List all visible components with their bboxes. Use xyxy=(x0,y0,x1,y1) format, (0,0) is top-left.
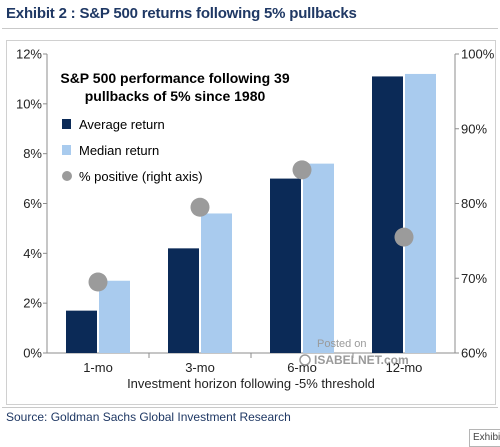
bar-median-return xyxy=(201,213,232,353)
y-tick-right-label: 60% xyxy=(461,346,487,361)
chart-title-line2: pullbacks of 5% since 1980 xyxy=(85,88,266,104)
x-category-label: 1-mo xyxy=(83,360,113,375)
legend-swatch-median xyxy=(62,145,71,155)
chart-title-line1: S&P 500 performance following 39 xyxy=(60,70,289,86)
watermark-line2: ISABELNET.com xyxy=(314,353,409,367)
bar-median-return xyxy=(405,73,436,353)
legend-label-positive: % positive (right axis) xyxy=(79,169,203,184)
point-pct-positive xyxy=(292,160,312,180)
y-tick-left-label: 0% xyxy=(23,346,42,361)
source-divider xyxy=(2,407,498,408)
legend-marker-positive xyxy=(62,171,72,181)
y-tick-left-label: 12% xyxy=(16,47,42,62)
y-tick-left-label: 10% xyxy=(16,96,42,111)
chart-ticks: 0% 2% 4% 6% 8% 10% 12% 60% 70% 80% 90% 100% 1-mo 3-mo… xyxy=(16,47,495,392)
watermark-logo-icon xyxy=(299,354,311,366)
point-pct-positive xyxy=(88,272,108,292)
y-tick-right-label: 70% xyxy=(461,271,487,286)
watermark-line1: Posted on xyxy=(317,338,367,350)
bar-median-return xyxy=(303,163,334,353)
legend: Average return Median return % positive … xyxy=(62,117,203,184)
chart: 0% 2% 4% 6% 8% 10% 12% 60% 70% 80% 90% 100% 1-mo 3-mo… xyxy=(16,47,495,392)
y-tick-left-label: 2% xyxy=(23,296,42,311)
legend-swatch-average xyxy=(62,119,71,129)
point-pct-positive xyxy=(190,197,210,217)
watermark: Posted on ISABELNET.com xyxy=(299,338,409,367)
x-category-label: 3-mo xyxy=(185,360,215,375)
x-category-label: 12-mo xyxy=(386,360,423,375)
chart-title-group: S&P 500 performance following 39 pullbac… xyxy=(60,70,289,104)
y-tick-right-label: 80% xyxy=(461,196,487,211)
point-pct-positive xyxy=(394,227,414,247)
bar-median-return xyxy=(99,280,130,353)
legend-label-median: Median return xyxy=(79,143,159,158)
bar-average-return xyxy=(168,248,199,353)
bar-average-return xyxy=(372,76,403,354)
exhibit-title: Exhibit 2 : S&P 500 returns following 5%… xyxy=(6,5,357,22)
y-tick-right-label: 100% xyxy=(461,47,495,62)
title-divider xyxy=(2,28,498,29)
bar-average-return xyxy=(66,310,97,353)
y-tick-right-label: 90% xyxy=(461,121,487,136)
y-tick-left-label: 8% xyxy=(23,146,42,161)
x-axis-title: Investment horizon following -5% thresho… xyxy=(127,376,375,391)
bar-average-return xyxy=(270,178,301,353)
x-category-label: 6-mo xyxy=(287,360,317,375)
source-note: Source: Goldman Sachs Global Investment … xyxy=(6,410,291,424)
chart-points xyxy=(88,160,414,292)
chart-frame: 0% 2% 4% 6% 8% 10% 12% 60% 70% 80% 90% 100% 1-mo 3-mo… xyxy=(6,40,500,447)
y-tick-left-label: 4% xyxy=(23,246,42,261)
side-tab: Exhibi xyxy=(469,429,500,447)
legend-label-average: Average return xyxy=(79,117,165,132)
chart-bars xyxy=(66,73,436,354)
y-tick-left-label: 6% xyxy=(23,196,42,211)
